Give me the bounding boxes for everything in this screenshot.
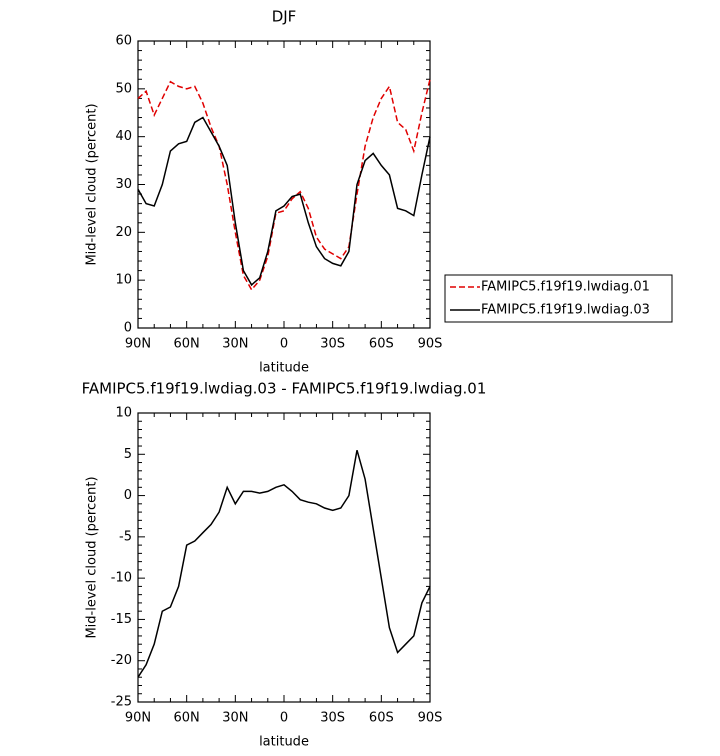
y-tick-label: -10	[111, 571, 132, 586]
y-tick-label: 60	[115, 34, 132, 49]
y-tick-label: 0	[124, 321, 132, 336]
chart-title: FAMIPC5.f19f19.lwdiag.03 - FAMIPC5.f19f1…	[82, 380, 487, 398]
data-line	[137, 79, 431, 291]
plot-frame	[137, 412, 431, 703]
y-tick-label: 20	[115, 225, 132, 240]
legend-label: FAMIPC5.f19f19.lwdiag.03	[481, 303, 650, 318]
x-tick-label: 90S	[418, 711, 443, 726]
y-tick-label: -15	[111, 612, 132, 627]
x-axis-label: latitude	[259, 361, 309, 376]
x-tick-label: 30N	[222, 711, 248, 726]
data-line	[137, 116, 431, 287]
legend-label: FAMIPC5.f19f19.lwdiag.01	[481, 280, 650, 295]
y-tick-label: -5	[119, 529, 132, 544]
y-tick-label: -25	[111, 695, 132, 710]
y-tick-label: 0	[124, 488, 132, 503]
y-axis-label: Mid-level cloud (percent)	[85, 476, 100, 638]
x-tick-label: 30S	[320, 337, 345, 352]
y-tick-label: 30	[115, 177, 132, 192]
x-tick-label: 30N	[222, 337, 248, 352]
y-tick-label: 5	[124, 447, 132, 462]
y-tick-label: 50	[115, 81, 132, 96]
legend-box	[444, 274, 673, 323]
x-tick-label: 60S	[369, 337, 394, 352]
x-tick-label: 30S	[320, 711, 345, 726]
x-tick-label: 0	[280, 337, 288, 352]
y-tick-label: 10	[115, 406, 132, 421]
y-tick-label: 40	[115, 129, 132, 144]
x-tick-label: 60N	[174, 711, 200, 726]
chart-title: DJF	[272, 8, 297, 26]
y-tick-label: 10	[115, 273, 132, 288]
x-axis-label: latitude	[259, 735, 309, 750]
data-line	[137, 449, 431, 678]
y-axis-label: Mid-level cloud (percent)	[85, 103, 100, 265]
plot-frame	[137, 40, 431, 329]
x-tick-label: 90N	[125, 337, 151, 352]
y-tick-label: -20	[111, 653, 132, 668]
x-tick-label: 60S	[369, 711, 394, 726]
x-tick-label: 60N	[174, 337, 200, 352]
x-tick-label: 0	[280, 711, 288, 726]
x-tick-label: 90N	[125, 711, 151, 726]
x-tick-label: 90S	[418, 337, 443, 352]
